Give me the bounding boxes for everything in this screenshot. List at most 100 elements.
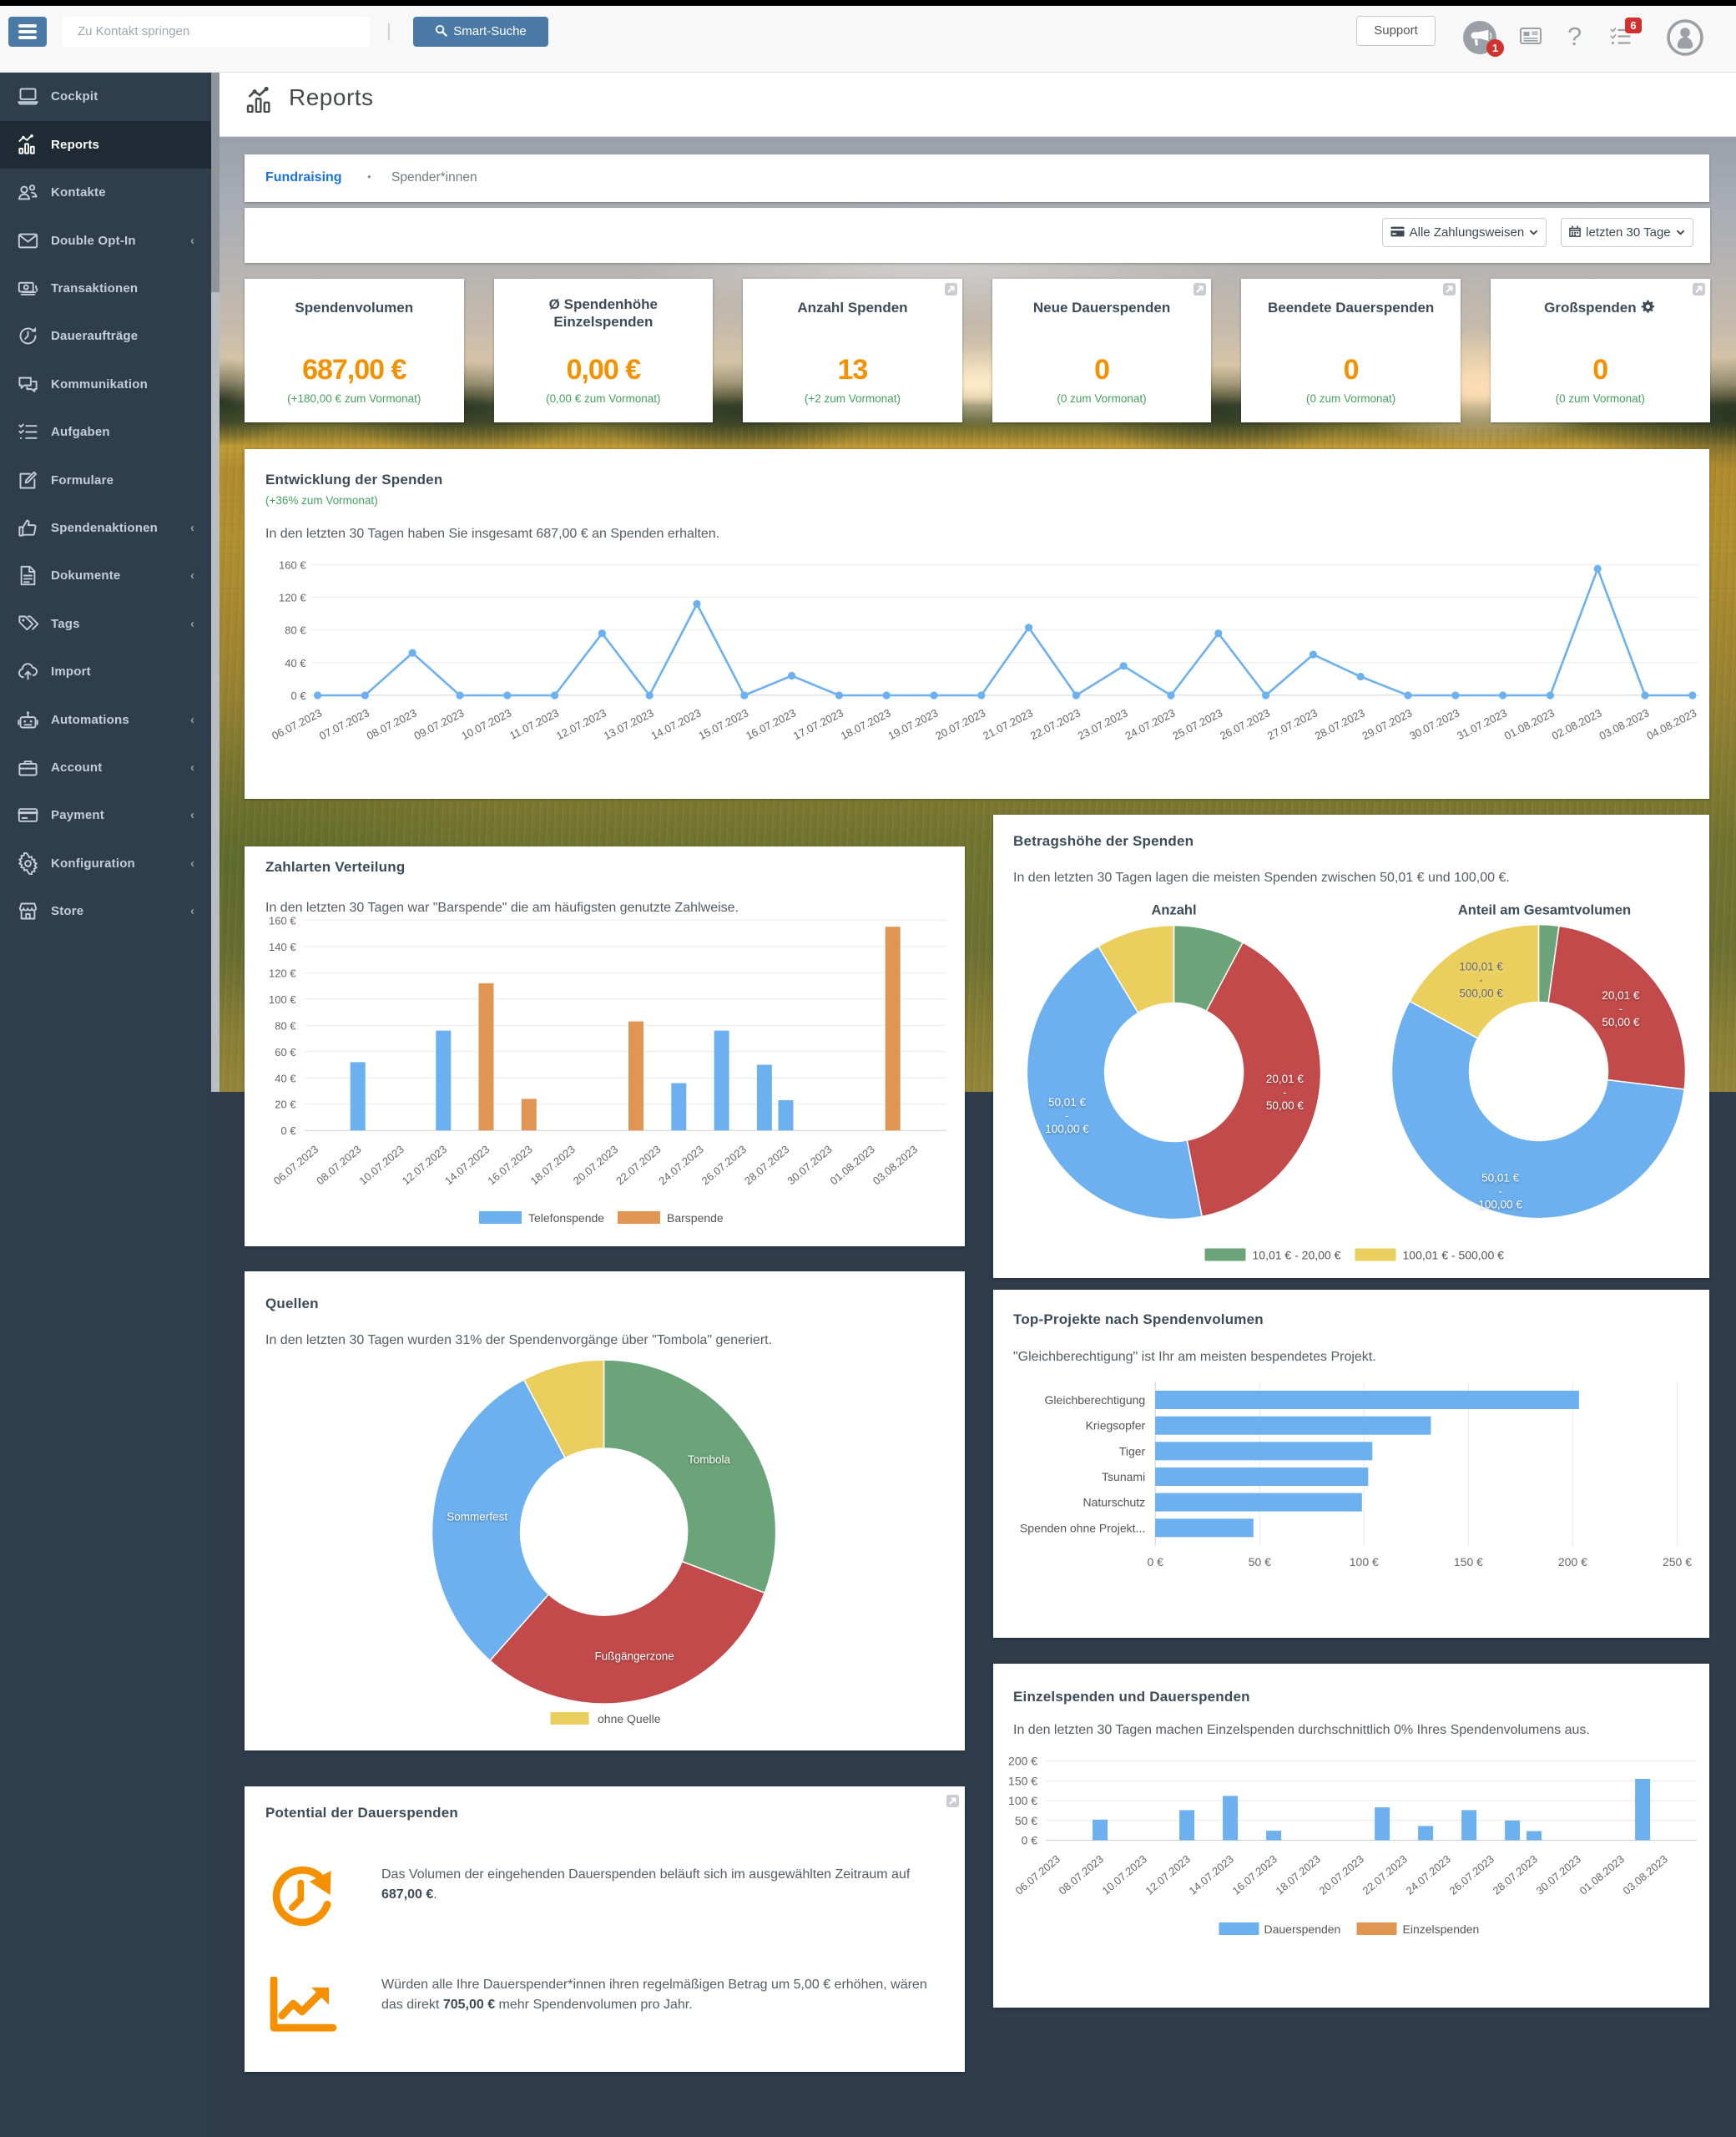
svg-text:03.08.2023: 03.08.2023 [871,1143,920,1187]
svg-text:120 €: 120 € [279,592,306,604]
svg-text:Gleichberechtigung: Gleichberechtigung [1044,1393,1145,1407]
svg-text:22.07.2023: 22.07.2023 [613,1143,663,1187]
svg-text:21.07.2023: 21.07.2023 [981,706,1035,742]
svg-text:27.07.2023: 27.07.2023 [1265,706,1320,742]
svg-text:20.07.2023: 20.07.2023 [1316,1852,1365,1897]
svg-text:07.07.2023: 07.07.2023 [317,706,371,742]
svg-text:22.07.2023: 22.07.2023 [1028,706,1082,742]
svg-text:06.07.2023: 06.07.2023 [271,1143,320,1187]
svg-text:16.07.2023: 16.07.2023 [744,706,798,742]
svg-text:14.07.2023: 14.07.2023 [649,706,704,742]
svg-text:50,00 €: 50,00 € [1602,1016,1640,1028]
svg-text:100 €: 100 € [269,993,296,1006]
svg-text:20.07.2023: 20.07.2023 [571,1143,620,1187]
svg-text:10,01 € - 20,00 €: 10,01 € - 20,00 € [1252,1248,1340,1261]
svg-text:200 €: 200 € [1008,1755,1037,1768]
svg-text:17.07.2023: 17.07.2023 [791,706,845,742]
svg-text:22.07.2023: 22.07.2023 [1360,1852,1409,1897]
svg-text:10.07.2023: 10.07.2023 [1099,1852,1148,1897]
svg-text:50 €: 50 € [1248,1555,1270,1569]
svg-text:Tiger: Tiger [1118,1444,1145,1458]
svg-text:-: - [1283,1085,1287,1098]
svg-text:40 €: 40 € [285,657,306,669]
svg-text:10.07.2023: 10.07.2023 [459,706,513,742]
svg-text:24.07.2023: 24.07.2023 [1123,706,1178,742]
svg-text:09.07.2023: 09.07.2023 [412,706,467,742]
svg-text:14.07.2023: 14.07.2023 [442,1143,492,1187]
svg-text:11.07.2023: 11.07.2023 [507,706,561,741]
svg-text:28.07.2023: 28.07.2023 [742,1143,791,1187]
svg-text:04.08.2023: 04.08.2023 [1644,706,1698,742]
svg-text:Tombola: Tombola [688,1453,731,1466]
svg-text:Kriegsopfer: Kriegsopfer [1085,1419,1145,1432]
svg-text:-: - [1618,1003,1622,1015]
svg-text:26.07.2023: 26.07.2023 [699,1143,749,1187]
svg-text:Tsunami: Tsunami [1102,1470,1145,1483]
svg-text:Anzahl: Anzahl [1151,902,1196,917]
svg-text:60 €: 60 € [275,1046,296,1058]
svg-text:0 €: 0 € [281,1124,297,1137]
svg-text:24.07.2023: 24.07.2023 [1403,1852,1452,1897]
svg-text:20 €: 20 € [275,1099,296,1111]
svg-text:08.07.2023: 08.07.2023 [314,1143,363,1187]
svg-text:0 €: 0 € [1021,1834,1037,1847]
svg-text:-: - [1479,973,1483,986]
svg-text:30.07.2023: 30.07.2023 [1533,1852,1582,1897]
svg-text:Einzelspenden: Einzelspenden [1402,1922,1479,1936]
svg-text:100,01 €: 100,01 € [1459,960,1503,973]
svg-text:08.07.2023: 08.07.2023 [365,706,419,742]
svg-text:100,00 €: 100,00 € [1478,1198,1522,1210]
svg-text:Spenden ohne Projekt...: Spenden ohne Projekt... [1019,1521,1144,1534]
svg-text:160 €: 160 € [279,559,306,572]
svg-text:03.08.2023: 03.08.2023 [1620,1852,1669,1897]
svg-text:200 €: 200 € [1557,1555,1587,1569]
svg-text:40 €: 40 € [275,1072,296,1084]
svg-text:12.07.2023: 12.07.2023 [1143,1852,1192,1897]
svg-text:0 €: 0 € [291,690,307,702]
svg-text:50 €: 50 € [1014,1814,1037,1827]
svg-text:29.07.2023: 29.07.2023 [1360,706,1415,742]
svg-text:150 €: 150 € [1453,1555,1482,1569]
svg-text:20.07.2023: 20.07.2023 [933,706,987,742]
svg-text:Anteil am Gesamtvolumen: Anteil am Gesamtvolumen [1457,902,1630,917]
svg-text:19.07.2023: 19.07.2023 [886,706,941,742]
svg-text:500,00 €: 500,00 € [1459,987,1503,999]
svg-text:50,00 €: 50,00 € [1265,1099,1304,1111]
svg-text:23.07.2023: 23.07.2023 [1076,706,1130,742]
svg-text:01.08.2023: 01.08.2023 [828,1143,877,1187]
svg-text:0 €: 0 € [1147,1555,1163,1569]
svg-text:12.07.2023: 12.07.2023 [400,1143,449,1187]
svg-text:24.07.2023: 24.07.2023 [656,1143,705,1187]
svg-text:ohne Quelle: ohne Quelle [598,1712,661,1725]
svg-text:06.07.2023: 06.07.2023 [270,706,324,742]
svg-text:Dauerspenden: Dauerspenden [1264,1922,1340,1936]
svg-text:30.07.2023: 30.07.2023 [1407,706,1461,742]
svg-text:50,01 €: 50,01 € [1481,1171,1520,1184]
svg-text:12.07.2023: 12.07.2023 [554,706,608,742]
svg-text:Fußgängerzone: Fußgängerzone [594,1650,674,1663]
svg-text:Naturschutz: Naturschutz [1082,1496,1145,1509]
svg-text:160 €: 160 € [269,914,296,927]
svg-text:03.08.2023: 03.08.2023 [1597,706,1652,742]
svg-text:Sommerfest: Sommerfest [447,1510,507,1523]
svg-text:18.07.2023: 18.07.2023 [528,1143,578,1187]
svg-text:100,00 €: 100,00 € [1045,1123,1089,1135]
svg-text:16.07.2023: 16.07.2023 [1229,1852,1279,1897]
svg-text:28.07.2023: 28.07.2023 [1313,706,1367,742]
svg-text:31.07.2023: 31.07.2023 [1455,706,1509,742]
svg-text:50,01 €: 50,01 € [1047,1096,1086,1109]
svg-text:13.07.2023: 13.07.2023 [602,706,656,742]
svg-text:150 €: 150 € [1008,1774,1037,1787]
svg-text:10.07.2023: 10.07.2023 [356,1143,406,1187]
svg-text:26.07.2023: 26.07.2023 [1446,1852,1496,1897]
svg-text:02.08.2023: 02.08.2023 [1550,706,1604,742]
svg-text:18.07.2023: 18.07.2023 [839,706,893,742]
svg-text:18.07.2023: 18.07.2023 [1273,1852,1322,1897]
svg-text:20,01 €: 20,01 € [1602,989,1640,1002]
svg-text:30.07.2023: 30.07.2023 [785,1143,834,1187]
svg-text:120 €: 120 € [269,967,296,979]
svg-text:01.08.2023: 01.08.2023 [1502,706,1557,742]
svg-text:08.07.2023: 08.07.2023 [1056,1852,1105,1897]
svg-text:100 €: 100 € [1008,1794,1037,1807]
svg-text:14.07.2023: 14.07.2023 [1186,1852,1235,1897]
